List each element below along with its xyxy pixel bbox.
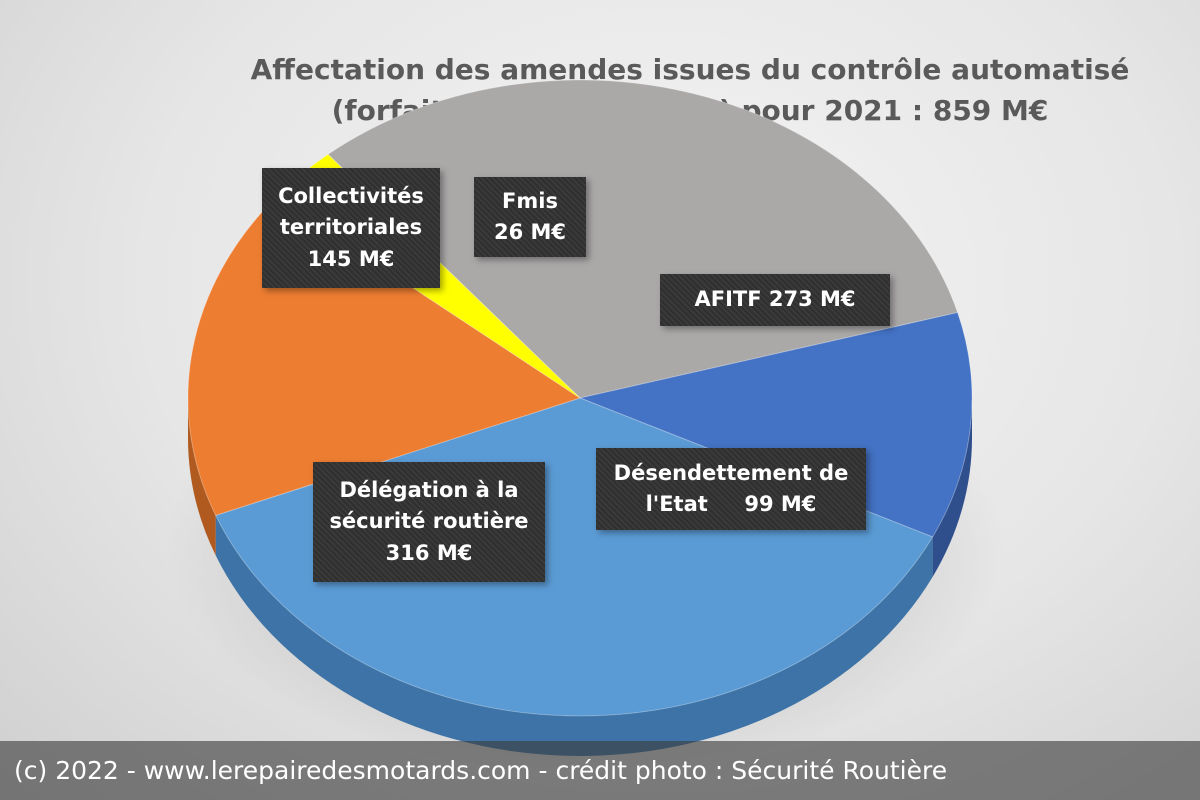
- chart-title-line-1: Affectation des amendes issues du contrô…: [250, 53, 1130, 86]
- label-fmis-line-2: 26 M€: [493, 220, 567, 244]
- pie-side-collectivites: [188, 398, 216, 556]
- label-collectivites-line-1: Collectivités: [278, 183, 424, 208]
- label-dsr-line-1: Délégation à la: [339, 477, 519, 502]
- label-collectivites: Collectivités territoriales 145 M€: [262, 168, 440, 288]
- label-fmis: Fmis 26 M€: [474, 177, 586, 257]
- pie-side-desendettement: [932, 398, 972, 577]
- pie-sides: [188, 398, 972, 756]
- label-dsr-line-3: 316 M€: [385, 540, 473, 565]
- label-afitf-line-1: AFITF 273 M€: [694, 287, 856, 312]
- photo-credit-text: (c) 2022 - www.lerepairedesmotards.com -…: [14, 756, 948, 785]
- label-desendettement-line-1: Désendettement de: [613, 460, 849, 485]
- label-desendettement-line-2: l'Etat 99 M€: [645, 492, 817, 516]
- label-dsr-line-2: sécurité routière: [329, 509, 529, 534]
- label-afitf: AFITF 273 M€: [660, 274, 890, 326]
- photo-credit-bar: (c) 2022 - www.lerepairedesmotards.com -…: [0, 741, 1200, 800]
- label-collectivites-line-3: 145 M€: [307, 246, 395, 271]
- label-collectivites-line-2: territoriales: [279, 215, 423, 240]
- label-desendettement: Désendettement de l'Etat 99 M€: [596, 448, 866, 530]
- pie-slice-desendettement: [578, 311, 973, 538]
- label-dsr: Délégation à la sécurité routière 316 M€: [313, 462, 545, 582]
- label-fmis-line-1: Fmis: [502, 188, 558, 213]
- pie-side-dsr: [215, 515, 933, 756]
